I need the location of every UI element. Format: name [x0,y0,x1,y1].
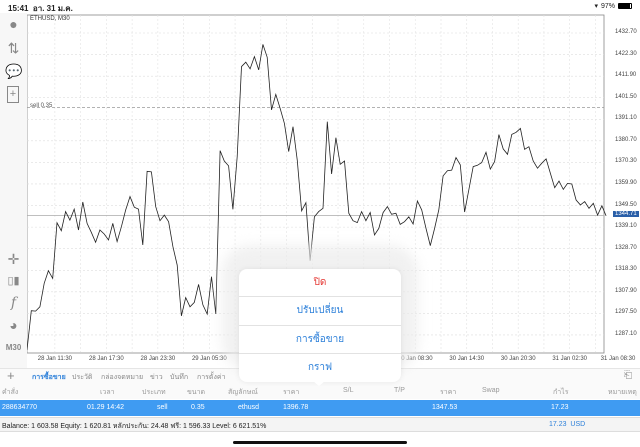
menu-chart[interactable]: กราฟ [307,361,333,373]
wifi-icon: ▾ [594,3,598,10]
time-tick-label: 31 Jan 02:30 [552,356,588,362]
cell-symbol: ethusd [238,404,260,411]
col-symbol: สัญลักษณ์ [228,389,258,396]
sell-order-label: sell 0.35 [30,103,53,109]
col-type: ประเภท [142,389,166,396]
chat-icon[interactable]: 💬 [5,63,23,79]
price-tick-label: 1339.10 [615,223,637,230]
time-tick-label: 30 Jan 14:30 [449,356,485,362]
battery-percent: 97% [600,2,615,10]
col-profit: กำไร [553,389,569,396]
chart-title: ETHUSD, M30 [30,16,70,22]
chart-type-icon[interactable]: ▯▮ [7,275,20,287]
table-row[interactable]: 288634770 01.29 14:42 sell 0.35 ethusd 1… [0,400,640,416]
timeframe-button[interactable]: M30 [5,343,22,352]
time-tick-label: 28 Jan 17:30 [89,356,124,362]
tab-trade[interactable]: การซื้อขาย [32,374,66,381]
time-tick-label: 29 Jan 05:30 [191,356,227,362]
menu-modify-order[interactable]: ปรับเปลี่ยน [239,297,401,326]
price-tick-label: 1370.30 [615,158,637,165]
tab-mailbox[interactable]: กล่องจดหมาย [101,374,144,381]
tab-journal[interactable]: บันทึก [170,374,189,381]
price-tick-label: 1307.90 [615,287,637,294]
price-tick-label: 1422.30 [615,50,637,57]
status-right: ▾ 97% [594,2,632,10]
new-order-icon[interactable]: + [7,86,19,103]
trade-arrows-icon[interactable]: ⇅ [7,40,20,56]
col-sl: S/L [343,387,354,394]
price-tick-label: 1432.70 [615,29,637,35]
menu-close-order[interactable]: ปิด [239,269,401,298]
layout-icon[interactable]: ⎗ [624,370,632,381]
price-tick-label: 1391.10 [615,115,637,122]
menu-trade[interactable]: การซื้อขาย [239,326,401,354]
col-open-price: ราคา [283,389,300,396]
price-tick-label: 1401.50 [615,93,637,100]
time-tick-label: 30 Jan 20:30 [500,356,536,362]
time-tick-label: 28 Jan 23:30 [140,356,176,362]
cell-price: 1347.53 [432,404,458,411]
indicators-icon[interactable]: f [10,295,17,311]
time-tick-label: 28 Jan 11:30 [37,356,73,362]
cell-profit: 17.23 [551,404,569,411]
col-size: ขนาด [187,389,206,396]
price-tick-label: 1411.90 [615,72,637,79]
status-time: 15:41 อา. 31 ม.ค. [8,4,73,13]
total-profit: 17.23 USD [549,421,586,428]
price-tick-label: 1287.10 [615,330,637,337]
price-tick-label: 1380.70 [615,136,637,143]
current-price-tag: 1344.71 [613,211,639,218]
objects-icon[interactable]: ◕ [9,317,18,333]
cell-open-price: 1396.78 [283,404,309,411]
balance-text: Balance: 1 603.58 Equity: 1 620.81 หลักป… [2,423,267,430]
cell-type: sell [157,404,168,411]
time-tick-label: 30 Jan 08:30 [397,356,433,362]
price-tick-label: 1328.70 [615,244,637,251]
tab-history[interactable]: ประวัติ [72,374,93,381]
crosshair-icon[interactable]: ✛ [7,251,20,267]
balance-bar: Balance: 1 603.58 Equity: 1 620.81 หลักป… [0,417,640,432]
col-tp: T/P [394,387,405,394]
col-comment: หมายเหตุ [608,389,637,396]
status-bar: 15:41 อา. 31 ม.ค. ▾ 97% [0,0,640,13]
col-time: เวลา [100,389,115,396]
col-price: ราคา [440,389,457,396]
col-swap: Swap [482,387,500,394]
add-icon[interactable]: + [7,368,15,383]
cell-size: 0.35 [191,404,205,411]
price-tick-label: 1359.90 [615,179,637,186]
home-indicator [233,441,407,444]
tab-settings[interactable]: การตั้งค่า [197,374,226,381]
left-toolbar: ● ⇅ 💬 + ✛ ▯▮ f ◕ M30 [0,13,27,370]
price-line [27,44,607,350]
col-order: คำสั่ง [2,389,19,396]
price-tick-label: 1318.30 [615,266,637,273]
cell-order: 288634770 [2,404,38,411]
account-icon[interactable]: ● [9,16,18,32]
cell-time: 01.29 14:42 [87,404,124,411]
tab-news[interactable]: ข่าว [150,374,163,381]
time-tick-label: 31 Jan 08:30 [600,356,636,362]
popup-arrow [313,381,325,386]
order-context-menu: ปิด ปรับเปลี่ยน การซื้อขาย กราฟ [239,269,401,382]
price-tick-label: 1297.50 [615,309,637,316]
table-header: คำสั่ง เวลา ประเภท ขนาด สัญลักษณ์ ราคา S… [0,382,640,399]
battery-icon [618,3,632,9]
price-tick-label: 1349.50 [615,201,637,208]
